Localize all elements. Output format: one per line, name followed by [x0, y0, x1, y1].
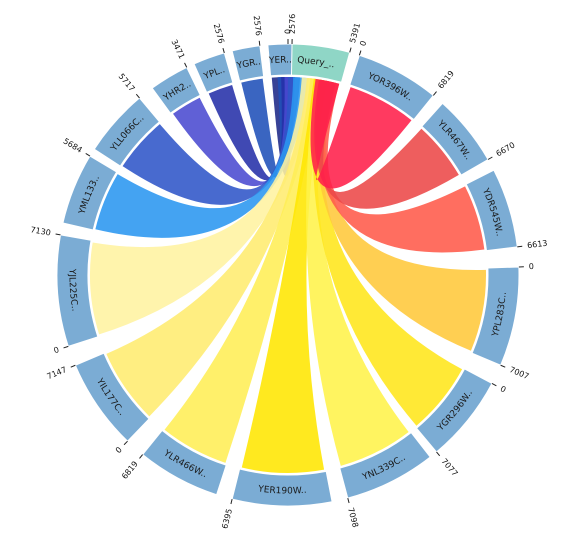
tick-start-yjl225c: 0 [53, 345, 61, 355]
tick-end-yor396w-mark [432, 91, 437, 96]
tick-start-ygr296w-mark [491, 383, 497, 387]
segment-arc-ygr [231, 45, 265, 82]
tick-end-yor396w: 6819 [436, 69, 456, 90]
tick-end-yer190w: 6395 [220, 508, 234, 530]
tick-end-ylr467w-mark [487, 156, 493, 160]
tick-end-ypl-mark [222, 48, 225, 54]
chord-ydr545w [316, 79, 485, 253]
chord-ylr467w [314, 79, 459, 209]
segment-arc-ypl [193, 52, 234, 93]
tick-end-ypl: 2576 [212, 23, 226, 45]
segment-arc-ynl339c [339, 431, 431, 499]
chord-ypl283c [315, 79, 486, 351]
tick-end-ynl339c-mark [347, 498, 350, 504]
segment-arc-yil177c [74, 352, 150, 442]
chord-yil177c [106, 77, 319, 417]
tick-start-yor396w-mark [358, 50, 362, 56]
tick-end-ygr: 2576 [252, 15, 263, 36]
tick-end-yll066c: 5717 [117, 72, 137, 93]
tick-end-ydr545w: 6613 [527, 239, 548, 250]
tick-start-yor396w: 0 [358, 40, 368, 48]
chord-ynl339c [306, 78, 409, 466]
tick-end-ynl339c: 7098 [346, 507, 360, 529]
tick-end-ylr467w: 6670 [494, 140, 516, 158]
chord-yml133 [95, 77, 309, 238]
segment-arc-ypl283c [471, 266, 520, 366]
tick-end-ygr296w-mark [436, 451, 441, 457]
chord-yer190w [241, 78, 326, 473]
tick-end-ygr296w: 7077 [439, 457, 459, 478]
query-tick-start: 0 [284, 29, 293, 34]
chord-yjl225c [89, 77, 316, 335]
tick-end-yml133-mark [85, 153, 91, 157]
chord-ypl [208, 77, 290, 181]
segment-arc-ylr467w [421, 102, 489, 176]
tick-start-yil177c-mark [123, 440, 128, 446]
tick-end-ydr545w-mark [517, 245, 523, 248]
tick-end-yhr2-mark [184, 62, 188, 68]
tick-end-ylr466w-mark [139, 454, 144, 459]
tick-end-yer190w-mark [230, 499, 233, 505]
tick-end-yil177c-mark [70, 364, 76, 368]
segment-arc-ydr545w [465, 169, 518, 252]
chord-ygr [241, 77, 287, 178]
tick-end-yjl225c: 7130 [30, 225, 52, 237]
segment-label-yer: YER.. [268, 55, 292, 66]
tick-end-ypl283c: 7007 [508, 365, 530, 381]
tick-start-ygr296w: 0 [499, 384, 508, 394]
query-tick-end-mark [349, 47, 352, 53]
tick-end-yhr2: 3471 [169, 38, 186, 60]
tick-end-yll066c-mark [135, 93, 140, 99]
query-arc [285, 43, 351, 83]
segment-arcs: Query_..YOR396W..YLR467W..YDR545W..YPL28… [56, 43, 520, 507]
chord-yhr2 [173, 77, 294, 187]
segment-arc-yll066c [93, 97, 161, 167]
segment-arc-ygr296w [415, 368, 493, 453]
chord-yll066c [122, 77, 301, 205]
chord-ygr296w [312, 79, 463, 426]
tick-start-ypl283c: 0 [529, 262, 534, 271]
segment-arc-yer [267, 43, 293, 77]
tick-start-yil177c: 0 [114, 445, 124, 455]
chord-ylr466w [164, 78, 323, 463]
segment-label-yjl225c: YJL225C.. [67, 268, 80, 312]
segment-arc-yor396w [349, 54, 435, 121]
tick-end-ypl283c-mark [500, 364, 506, 368]
tick-end-yjl225c-mark [55, 233, 61, 236]
segment-arc-yml133 [62, 155, 118, 231]
segment-label-yer190w: YER190W.. [257, 484, 307, 496]
segment-arc-yer190w [231, 468, 333, 507]
segment-arc-ylr466w [141, 429, 227, 496]
tick-end-ylr466w: 6819 [120, 459, 140, 480]
segment-label-ygr: YGR.. [235, 57, 261, 71]
tick-end-yil177c: 7147 [46, 365, 68, 381]
tick-end-yml133: 5684 [62, 137, 84, 155]
tick-end-yer: 2576 [288, 14, 297, 35]
segment-arc-yjl225c [56, 234, 99, 348]
tick-end-ygr-mark [258, 40, 261, 46]
chord-links [89, 76, 486, 473]
chord-yor396w [310, 78, 412, 189]
segment-arc-yhr2 [151, 66, 201, 114]
tick-start-yjl225c-mark [63, 345, 69, 349]
